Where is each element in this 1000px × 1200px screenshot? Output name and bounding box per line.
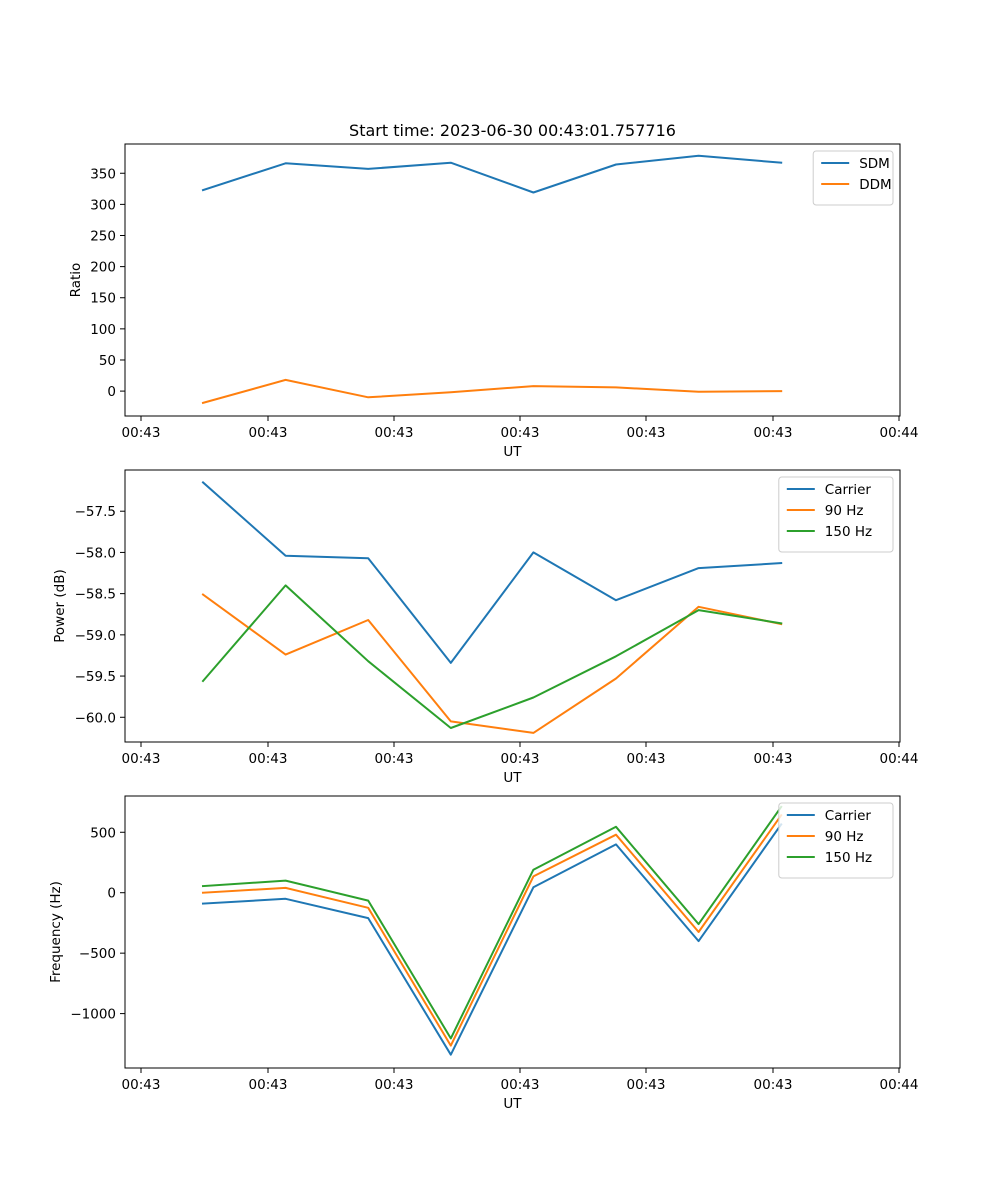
series-line-90-hz: [201, 813, 783, 1047]
legend-label: 150 Hz: [825, 850, 872, 866]
axes-frame: [124, 143, 901, 417]
legend-label: Carrier: [825, 482, 872, 498]
series-line-150-hz: [201, 805, 783, 1040]
x-tick-label: 00:43: [501, 1077, 540, 1093]
y-tick-label: −58.0: [75, 545, 116, 561]
x-tick-label: 00:43: [375, 425, 414, 441]
figure-title: Start time: 2023-06-30 00:43:01.757716: [349, 121, 676, 140]
x-axis-label: UT: [503, 770, 522, 786]
axes-frame: [124, 795, 901, 1069]
axes-frame: [124, 469, 901, 743]
x-axis-label: UT: [503, 1096, 522, 1112]
y-tick-label: 0: [107, 384, 116, 400]
y-axis-label: Ratio: [68, 263, 84, 298]
x-tick-label: 00:43: [249, 1077, 288, 1093]
legend-label: 90 Hz: [825, 829, 864, 845]
y-tick-label: 250: [90, 228, 116, 244]
x-tick-label: 00:43: [501, 751, 540, 767]
y-tick-label: −58.5: [75, 587, 116, 603]
series-line-carrier: [201, 480, 783, 664]
y-tick-label: −500: [79, 946, 116, 962]
x-tick-label: 00:43: [375, 1077, 414, 1093]
y-tick-label: 500: [90, 825, 116, 841]
series-line-ddm: [201, 378, 783, 405]
legend-label: 150 Hz: [825, 524, 872, 540]
subplot-3: 00:43 00:43 00:43 00:43 00:43 00:43 00:44 −1000…: [48, 795, 919, 1112]
y-axis-label: Frequency (Hz): [48, 881, 64, 983]
series-line-carrier: [201, 823, 783, 1056]
x-tick-label: 00:43: [627, 751, 666, 767]
legend-box: [778, 802, 894, 879]
y-tick-label: −57.5: [75, 504, 116, 520]
x-tick-label: 00:43: [501, 425, 540, 441]
y-tick-label: −59.0: [75, 628, 116, 644]
y-tick-label: 0: [107, 886, 116, 902]
x-tick-label: 00:43: [627, 1077, 666, 1093]
x-tick-label: 00:43: [754, 751, 793, 767]
x-tick-label: 00:44: [880, 751, 919, 767]
y-tick-label: 50: [99, 353, 116, 369]
x-tick-label: 00:43: [122, 751, 161, 767]
subplot-2: 00:43 00:43 00:43 00:43 00:43 00:43 00:44 −60.0…: [52, 469, 919, 786]
y-tick-label: 100: [90, 322, 116, 338]
legend: Carrier 90 Hz 150 Hz: [778, 476, 894, 553]
x-tick-label: 00:43: [122, 425, 161, 441]
x-tick-label: 00:43: [249, 751, 288, 767]
x-tick-label: 00:43: [754, 1077, 793, 1093]
legend-box: [778, 476, 894, 553]
legend-label: SDM: [859, 156, 890, 172]
x-tick-label: 00:43: [754, 425, 793, 441]
y-tick-label: 150: [90, 291, 116, 307]
x-tick-label: 00:43: [375, 751, 414, 767]
legend-label: DDM: [859, 177, 891, 193]
x-tick-label: 00:43: [249, 425, 288, 441]
x-tick-label: 00:43: [122, 1077, 161, 1093]
series-line-150-hz: [201, 584, 783, 729]
legend-label: Carrier: [825, 808, 872, 824]
legend-box: [812, 150, 894, 206]
x-tick-label: 00:44: [880, 1077, 919, 1093]
y-tick-label: 300: [90, 197, 116, 213]
y-tick-label: −1000: [70, 1007, 116, 1023]
x-axis-label: UT: [503, 444, 522, 460]
legend: Carrier 90 Hz 150 Hz: [778, 802, 894, 879]
y-tick-label: 350: [90, 166, 116, 182]
subplot-1: 00:43 00:43 00:43 00:43 00:43 00:43 00:44 0 50 10…: [68, 143, 919, 460]
x-tick-label: 00:44: [880, 425, 919, 441]
legend-label: 90 Hz: [825, 503, 864, 519]
y-tick-label: 200: [90, 260, 116, 276]
legend: SDM DDM: [812, 150, 894, 206]
y-axis-label: Power (dB): [52, 569, 68, 642]
x-tick-label: 00:43: [627, 425, 666, 441]
series-line-sdm: [201, 154, 783, 194]
y-tick-label: −59.5: [75, 669, 116, 685]
y-tick-label: −60.0: [75, 710, 116, 726]
